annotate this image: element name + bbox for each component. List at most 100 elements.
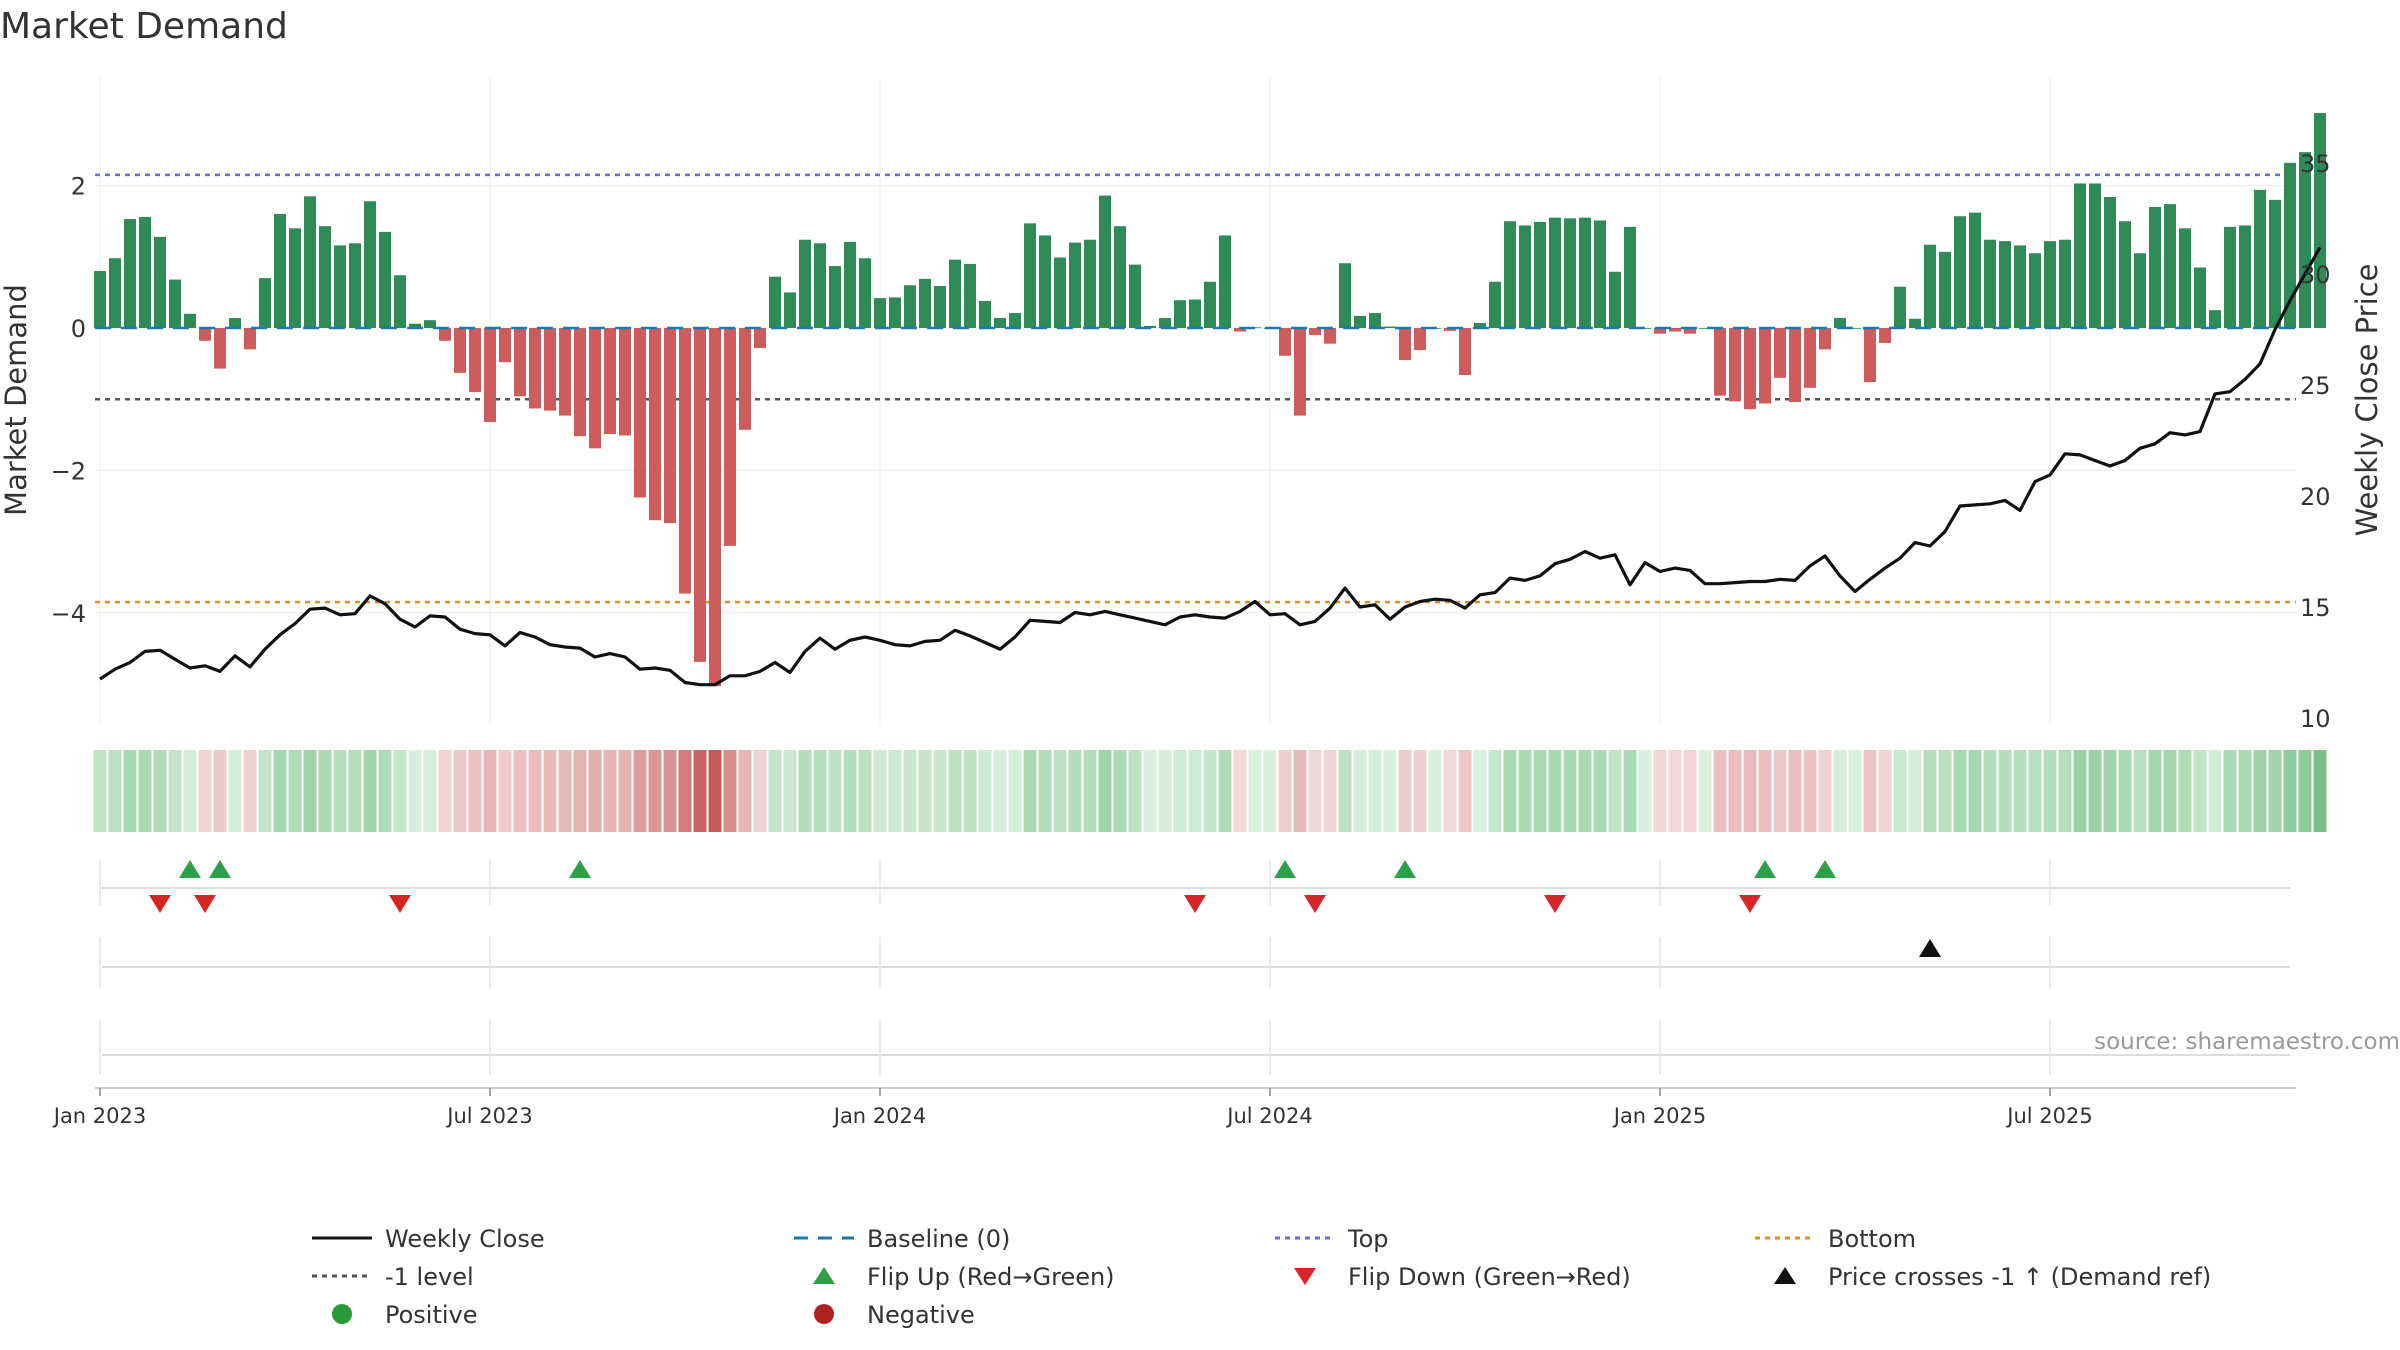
heat-cell (783, 750, 797, 832)
heat-cell (1053, 750, 1067, 832)
demand-bar (154, 236, 166, 328)
legend-label: Weekly Close (385, 1225, 545, 1253)
demand-bar (184, 313, 196, 328)
legend-label: Top (1347, 1225, 1389, 1253)
left-tick-label: −4 (51, 600, 86, 628)
demand-bar (334, 245, 346, 328)
heat-cell (123, 750, 137, 832)
demand-bar (1279, 328, 1291, 356)
legend-label: Bottom (1828, 1225, 1916, 1253)
legend-swatch (1294, 1268, 1316, 1285)
demand-bar (2014, 245, 2026, 328)
heat-cell (738, 750, 752, 832)
demand-bar (499, 328, 511, 363)
heat-cell (1338, 750, 1352, 832)
heat-cell (1143, 750, 1157, 832)
heat-cell (258, 750, 272, 832)
demand-bar (1294, 328, 1306, 416)
legend: Weekly Close Baseline (0) Top Bottom -1 leve… (312, 1225, 2211, 1329)
heat-cell (753, 750, 767, 832)
legend-label: -1 level (385, 1263, 474, 1291)
demand-bar (1969, 212, 1981, 328)
demand-bar (1714, 328, 1726, 396)
demand-bar (1789, 328, 1801, 403)
demand-bar (1369, 313, 1381, 328)
heat-cell (828, 750, 842, 832)
heat-cell (2118, 750, 2132, 832)
demand-bar (1609, 271, 1621, 328)
heat-cell (1263, 750, 1277, 832)
demand-bar (2194, 267, 2206, 328)
demand-bar (1504, 221, 1516, 328)
demand-bar (2029, 253, 2041, 328)
demand-bar (2239, 225, 2251, 328)
flip-up-marker (209, 860, 231, 878)
heat-cell (708, 750, 722, 832)
heat-cell (1038, 750, 1052, 832)
heat-cell (1278, 750, 1292, 832)
demand-bar (1489, 281, 1501, 328)
x-tick-label: Jan 2024 (832, 1104, 927, 1128)
heat-cell (1968, 750, 1982, 832)
right-axis-label: Weekly Close Price (2350, 264, 2384, 537)
heat-cell (648, 750, 662, 832)
heat-cell (1308, 750, 1322, 832)
flip-down-marker (149, 895, 171, 913)
demand-bar (1384, 326, 1396, 328)
heat-cell (2133, 750, 2147, 832)
heat-cell (2073, 750, 2087, 832)
heat-cell (1428, 750, 1442, 832)
heat-cell (408, 750, 422, 832)
demand-bar (1819, 328, 1831, 350)
heat-cell (1623, 750, 1637, 832)
right-tick-label: 35 (2300, 150, 2331, 178)
demand-bar (1339, 263, 1351, 328)
heat-cell (1458, 750, 1472, 832)
left-tick-label: −2 (51, 457, 86, 485)
demand-bar (2089, 183, 2101, 328)
heat-cell (2163, 750, 2177, 832)
demand-bar (754, 328, 766, 348)
heat-cell (138, 750, 152, 832)
demand-bar (379, 231, 391, 328)
demand-bar (1894, 286, 1906, 328)
event-markers (99, 860, 2290, 1075)
heat-cell (1188, 750, 1202, 832)
demand-bar (1759, 328, 1771, 404)
heat-cell (603, 750, 617, 832)
demand-bar (1324, 328, 1336, 344)
heat-cell (1413, 750, 1427, 832)
demand-bar (1474, 323, 1486, 328)
demand-bar (364, 201, 376, 328)
demand-bar (1204, 281, 1216, 328)
demand-bar (949, 259, 961, 328)
heat-cell (228, 750, 242, 832)
heat-cell (633, 750, 647, 832)
demand-bar (1879, 328, 1891, 343)
heat-cell (2208, 750, 2222, 832)
heat-cell (498, 750, 512, 832)
heat-cell (318, 750, 332, 832)
heat-cell (1233, 750, 1247, 832)
heat-cell (1008, 750, 1022, 832)
flip-down-marker (194, 895, 216, 913)
heat-cell (423, 750, 437, 832)
demand-bar (1159, 318, 1171, 328)
demand-bar (274, 214, 286, 328)
heat-cell (288, 750, 302, 832)
heat-cell (798, 750, 812, 832)
legend-swatch (814, 1304, 834, 1324)
heat-cell (1638, 750, 1652, 832)
demand-bar (559, 328, 571, 416)
heat-cell (993, 750, 1007, 832)
heat-cell (813, 750, 827, 832)
demand-bar (2119, 221, 2131, 328)
demand-bar (1084, 239, 1096, 328)
price-series (99, 246, 2322, 687)
right-tick-label: 10 (2300, 705, 2331, 733)
demand-bar (604, 328, 616, 435)
heat-cell (1578, 750, 1592, 832)
heat-cell (1803, 750, 1817, 832)
demand-bar (1954, 216, 1966, 328)
